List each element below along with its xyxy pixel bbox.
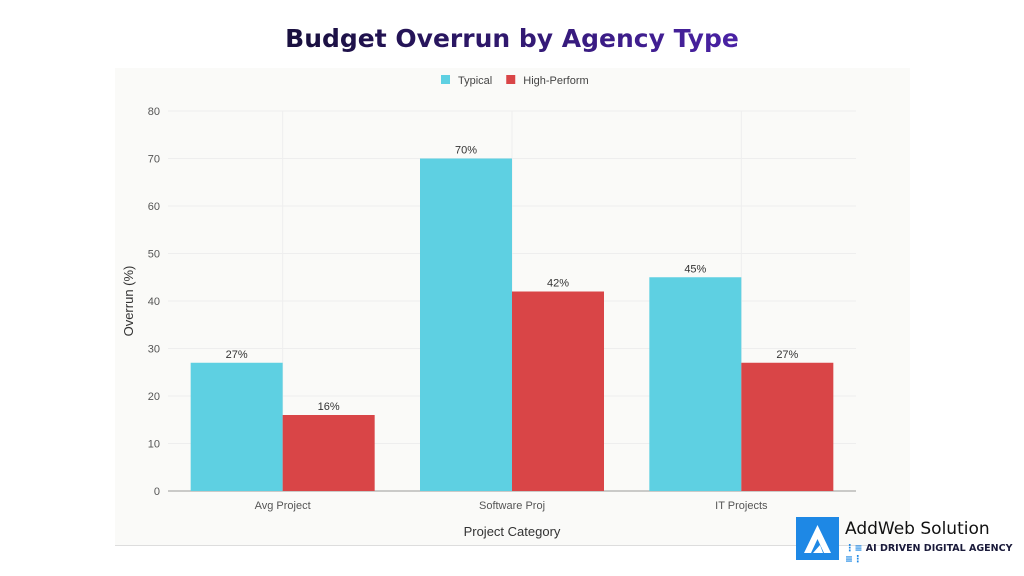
bar-high-perform [282,415,375,491]
x-tick-label: IT Projects [715,500,768,512]
bar-high-perform [741,362,834,491]
data-label: 70% [455,145,477,157]
y-tick-label: 70 [148,154,160,166]
legend-swatch [441,75,450,84]
y-tick-label: 20 [148,391,160,403]
data-label: 42% [547,278,569,290]
legend-entry: Typical [458,75,492,87]
y-tick-label: 80 [148,106,160,118]
bar-high-perform [512,291,604,491]
addweb-logo: AddWeb Solution ⋮≡ AI DRIVEN DIGITAL AGE… [796,517,1020,565]
logo-name: AddWeb Solution [845,519,990,539]
data-label: 45% [684,263,706,275]
data-label: 27% [226,349,248,361]
chart-title: Budget Overrun by Agency Type [0,24,1024,53]
bar-typical [190,362,283,491]
data-label: 16% [318,401,340,413]
x-tick-label: Avg Project [255,500,311,512]
x-tick-label: Software Proj [479,500,545,512]
y-tick-label: 50 [148,249,160,261]
y-tick-label: 60 [148,201,160,213]
bar-typical [420,158,512,491]
x-axis-label: Project Category [464,524,561,539]
logo-tagline: AI DRIVEN DIGITAL AGENCY [865,543,1013,554]
y-axis-label: Overrun (%) [121,266,136,337]
y-tick-label: 10 [148,439,160,451]
y-tick-label: 40 [148,296,160,308]
legend-entry: High-Perform [523,75,588,87]
bar-typical [649,277,742,491]
logo-mark-icon [796,517,839,560]
y-tick-label: 0 [154,486,160,498]
y-tick-label: 30 [148,344,160,356]
legend-swatch [506,75,516,84]
data-label: 27% [776,349,798,361]
